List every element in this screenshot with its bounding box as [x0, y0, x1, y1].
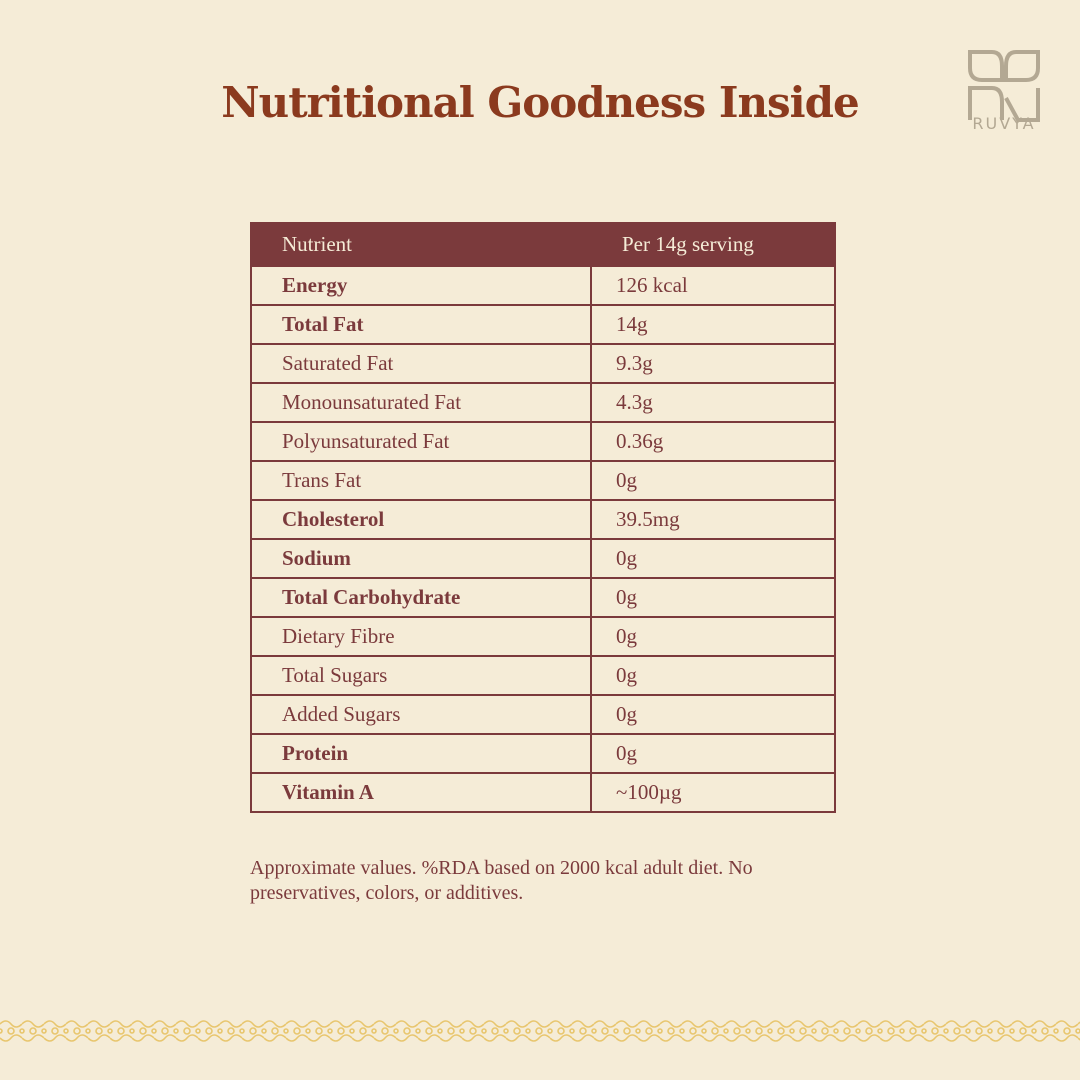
table-row: Dietary Fibre 0g [250, 616, 836, 657]
nutrient-name: Monounsaturated Fat [250, 382, 592, 423]
footnote: Approximate values. %RDA based on 2000 k… [250, 857, 753, 904]
nutrient-name: Total Fat [250, 304, 592, 345]
decorative-border [0, 1018, 1080, 1048]
brand: RUVYA [972, 114, 1036, 133]
nutrient-name: Energy [250, 265, 592, 306]
nutrient-amount: 0g [590, 733, 836, 774]
nutrient-amount: 9.3g [590, 343, 836, 384]
logo [968, 50, 1040, 122]
nutrient-name: Polyunsaturated Fat [250, 421, 592, 462]
header-row: Nutrient Per 14g serving [250, 222, 836, 267]
nutrient-name: Cholesterol [250, 499, 592, 540]
nutrient-name: Total Carbohydrate [250, 577, 592, 618]
nutrient-amount: 126 kcal [590, 265, 836, 306]
nutrient-amount: 0g [590, 616, 836, 657]
table-row: Trans Fat 0g [250, 460, 836, 501]
table-row: Total Carbohydrate 0g [250, 577, 836, 618]
nutrition-table: Nutrient Per 14g serving Energy 126 kcal To… [250, 222, 836, 813]
table-row: Energy 126 kcal [250, 265, 836, 306]
column-header: Per 14g serving [590, 222, 836, 267]
title: Nutritional Goodness Inside [221, 78, 859, 127]
nutrient-amount: 0g [590, 577, 836, 618]
nutrient-amount: 0g [590, 460, 836, 501]
nutrient-amount: 0.36g [590, 421, 836, 462]
nutrient-amount: 0g [590, 655, 836, 696]
nutrient-amount: 4.3g [590, 382, 836, 423]
nutrient-name: Sodium [250, 538, 592, 579]
nutrient-amount: 0g [590, 538, 836, 579]
nutrient-name: Total Sugars [250, 655, 592, 696]
nutrient-amount: ~100µg [590, 772, 836, 813]
nutrient-amount: 39.5mg [590, 499, 836, 540]
table-body: Energy 126 kcal Total Fat 14g Saturated Fat 9… [250, 265, 836, 813]
nutrient-name: Vitamin A [250, 772, 592, 813]
table-row: Monounsaturated Fat 4.3g [250, 382, 836, 423]
nutrient-name: Saturated Fat [250, 343, 592, 384]
table-row: Vitamin A ~100µg [250, 772, 836, 813]
nutrient-amount: 14g [590, 304, 836, 345]
table-row: Total Fat 14g [250, 304, 836, 345]
nutrient-name: Trans Fat [250, 460, 592, 501]
nutrient-name: Added Sugars [250, 694, 592, 735]
table-row: Cholesterol 39.5mg [250, 499, 836, 540]
table-row: Protein 0g [250, 733, 836, 774]
column-header: Nutrient [250, 222, 592, 267]
nutrient-name: Protein [250, 733, 592, 774]
nutrient-name: Dietary Fibre [250, 616, 592, 657]
table-row: Added Sugars 0g [250, 694, 836, 735]
table-row: Saturated Fat 9.3g [250, 343, 836, 384]
nutrient-amount: 0g [590, 694, 836, 735]
table-row: Polyunsaturated Fat 0.36g [250, 421, 836, 462]
table-row: Total Sugars 0g [250, 655, 836, 696]
table-row: Sodium 0g [250, 538, 836, 579]
